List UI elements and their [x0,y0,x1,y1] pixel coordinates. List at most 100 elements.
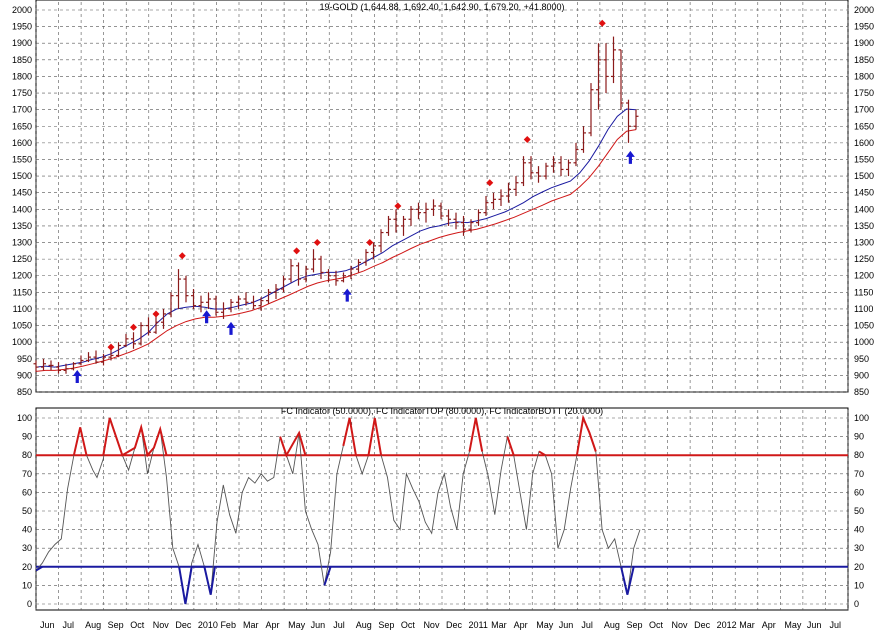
ohlc-bar [603,43,609,94]
time-axis-label: May [784,620,802,630]
indicator-ytick-left: 100 [17,413,32,423]
price-ytick-right: 1250 [854,254,874,264]
price-ytick-left: 1050 [12,321,32,331]
ohlc-bar [206,292,211,309]
indicator-ytick-left: 30 [22,543,32,553]
price-ytick-right: 850 [854,387,869,397]
price-ytick-right: 950 [854,354,869,364]
ohlc-bar [138,322,144,346]
price-ytick-right: 1150 [854,287,873,297]
price-ytick-right: 900 [854,370,869,380]
ohlc-bar [446,209,451,226]
indicator-chart-title: FC Indicator (50.0000), FC IndicatorTOP … [281,406,603,416]
indicator-ytick-left: 40 [22,525,32,535]
ohlc-bar [408,205,414,226]
indicator-top-highlight [468,417,484,452]
time-axis-label: Nov [423,620,440,630]
price-ytick-right: 1400 [854,204,874,214]
price-ytick-left: 1900 [12,38,32,48]
ohlc-bar [596,43,601,110]
price-ytick-right: 1600 [854,138,874,148]
price-ytick-right: 1100 [854,304,873,314]
indicator-ytick-right: 60 [854,487,864,497]
indicator-top-highlight [506,436,515,456]
ohlc-bar [498,189,504,206]
time-axis-label: Aug [356,620,372,630]
time-axis-label: Feb [220,620,236,630]
ohlc-bar [183,275,189,303]
ohlc-bar [401,215,406,236]
signal-diamond [178,252,186,260]
ohlc-bar [326,269,331,283]
time-axis-label: Oct [649,620,664,630]
time-axis-label: Jul [581,620,593,630]
ohlc-bar [108,348,114,361]
indicator-ytick-left: 60 [22,487,32,497]
time-axis-label: Jun [559,620,574,630]
ohlc-bar [491,192,496,210]
time-axis-label: Jul [63,620,75,630]
ohlc-bar [153,315,159,334]
price-ytick-right: 1750 [854,88,874,98]
indicator-ytick-left: 0 [27,599,32,609]
ohlc-bar [273,284,279,299]
ohlc-bar [431,199,436,216]
ohlc-bar [476,209,481,226]
time-axis-label: Oct [401,620,416,630]
ohlc-bar [131,332,136,349]
price-ytick-right: 1350 [854,221,874,231]
indicator-ytick-left: 70 [22,469,32,479]
indicator-top-highlight [279,430,307,458]
ohlc-bar [378,229,384,253]
time-axis-label: Nov [672,620,689,630]
ohlc-bar [318,255,324,280]
price-ytick-right: 1550 [854,154,874,164]
ohlc-bar [566,159,571,177]
ohlc-bar [453,212,459,230]
ohlc-bar [333,270,339,286]
indicator-ytick-right: 50 [854,506,864,516]
price-ytick-left: 1150 [13,287,32,297]
signal-diamond [152,310,160,318]
ohlc-bar [48,360,54,371]
time-axis-label: May [536,620,554,630]
price-ytick-right: 2000 [854,5,874,15]
ohlc-bar [176,269,181,309]
ohlc-bar [281,275,286,293]
indicator-top-highlight [102,417,168,458]
ohlc-bar [288,259,294,283]
ohlc-bar [243,292,249,306]
ohlc-bar [573,142,579,167]
indicator-ytick-right: 80 [854,450,864,460]
indicator-panel: 0 0 10 10 20 20 30 30 40 40 50 50 60 60 70 70 80 80 90 90 10… [17,406,869,611]
price-ytick-left: 1850 [12,55,32,65]
time-axis-label: Apr [514,620,528,630]
price-ytick-right: 1950 [854,22,874,32]
price-ytick-left: 1250 [12,254,32,264]
time-axis-label: Jun [807,620,822,630]
indicator-ytick-right: 40 [854,525,864,535]
indicator-ytick-left: 50 [22,506,32,516]
time-axis-label: May [288,620,306,630]
time-axis-label: Dec [175,620,192,630]
indicator-bottom-highlight [178,565,216,605]
indicator-top-highlight [72,427,88,456]
indicator-ytick-right: 0 [854,599,859,609]
price-ytick-right: 1300 [854,238,874,248]
time-axis-label: Mar [243,620,259,630]
ohlc-bar [363,249,369,266]
price-ytick-left: 850 [17,387,32,397]
ohlc-bar [341,272,346,283]
ohlc-bar [506,182,511,203]
time-axis-label: Aug [85,620,101,630]
signal-diamond [107,343,115,351]
ohlc-bar [228,298,234,313]
buy-arrow [625,150,635,164]
ohlc-bar [258,297,264,311]
buy-arrow [342,288,352,302]
signal-diamond [394,202,402,210]
ohlc-bar [483,196,489,216]
ohlc-bar [191,289,196,309]
buy-arrow [226,321,236,335]
